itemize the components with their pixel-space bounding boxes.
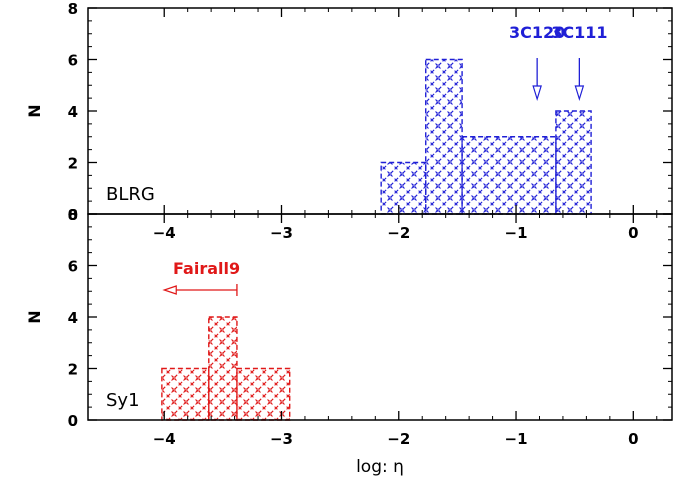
annotation-arrowhead-0: [162, 285, 177, 295]
histogram-bar-bottom-0: [161, 367, 210, 421]
y-tick-label-top: 8: [68, 0, 78, 18]
annotation-label-1: 3C111: [551, 23, 607, 42]
y-tick-label-bottom: 0: [68, 412, 78, 430]
panel-label-bottom: Sy1: [106, 390, 140, 411]
y-axis-label-top: N: [25, 104, 44, 117]
x-tick-label-bottom: −2: [387, 430, 410, 448]
y-tick-label-top: 6: [68, 52, 78, 70]
y-tick-label-bottom: 2: [68, 361, 78, 379]
histogram-bar-top-3: [555, 110, 592, 215]
x-tick-label-top: −2: [387, 224, 410, 242]
x-tick-label-top: −4: [153, 224, 176, 242]
x-tick-label-top: −1: [505, 224, 528, 242]
histogram-bar-top-0: [380, 161, 427, 215]
x-tick-label-bottom: −1: [505, 430, 528, 448]
x-tick-label-bottom: 0: [628, 430, 638, 448]
y-tick-label-top: 2: [68, 155, 78, 173]
y-tick-label-top: 4: [68, 103, 78, 121]
x-axis-label: log: η: [356, 457, 404, 477]
histogram-bar-bottom-1: [208, 316, 238, 421]
histogram-bar-top-2: [461, 136, 557, 215]
histogram-bar-bottom-2: [236, 367, 291, 421]
x-tick-label-top: 0: [628, 224, 638, 242]
x-tick-label-bottom: −4: [153, 430, 176, 448]
panel-label-top: BLRG: [106, 184, 155, 205]
histogram-bar-top-1: [425, 58, 463, 215]
x-tick-label-bottom: −3: [270, 430, 293, 448]
y-tick-label-bottom: 8: [68, 206, 78, 224]
y-tick-label-bottom: 6: [68, 258, 78, 276]
y-axis-label-bottom: N: [25, 310, 44, 323]
y-tick-label-bottom: 4: [68, 309, 78, 327]
annotation-arrowhead-1: [574, 85, 585, 102]
annotation-arrowhead-0: [532, 85, 542, 102]
y-tick-label-top: 0: [68, 206, 78, 224]
x-tick-label-top: −3: [270, 224, 293, 242]
annotation-label-0: Fairall9: [173, 259, 240, 278]
annotation-label-0: 3C120: [509, 23, 565, 42]
